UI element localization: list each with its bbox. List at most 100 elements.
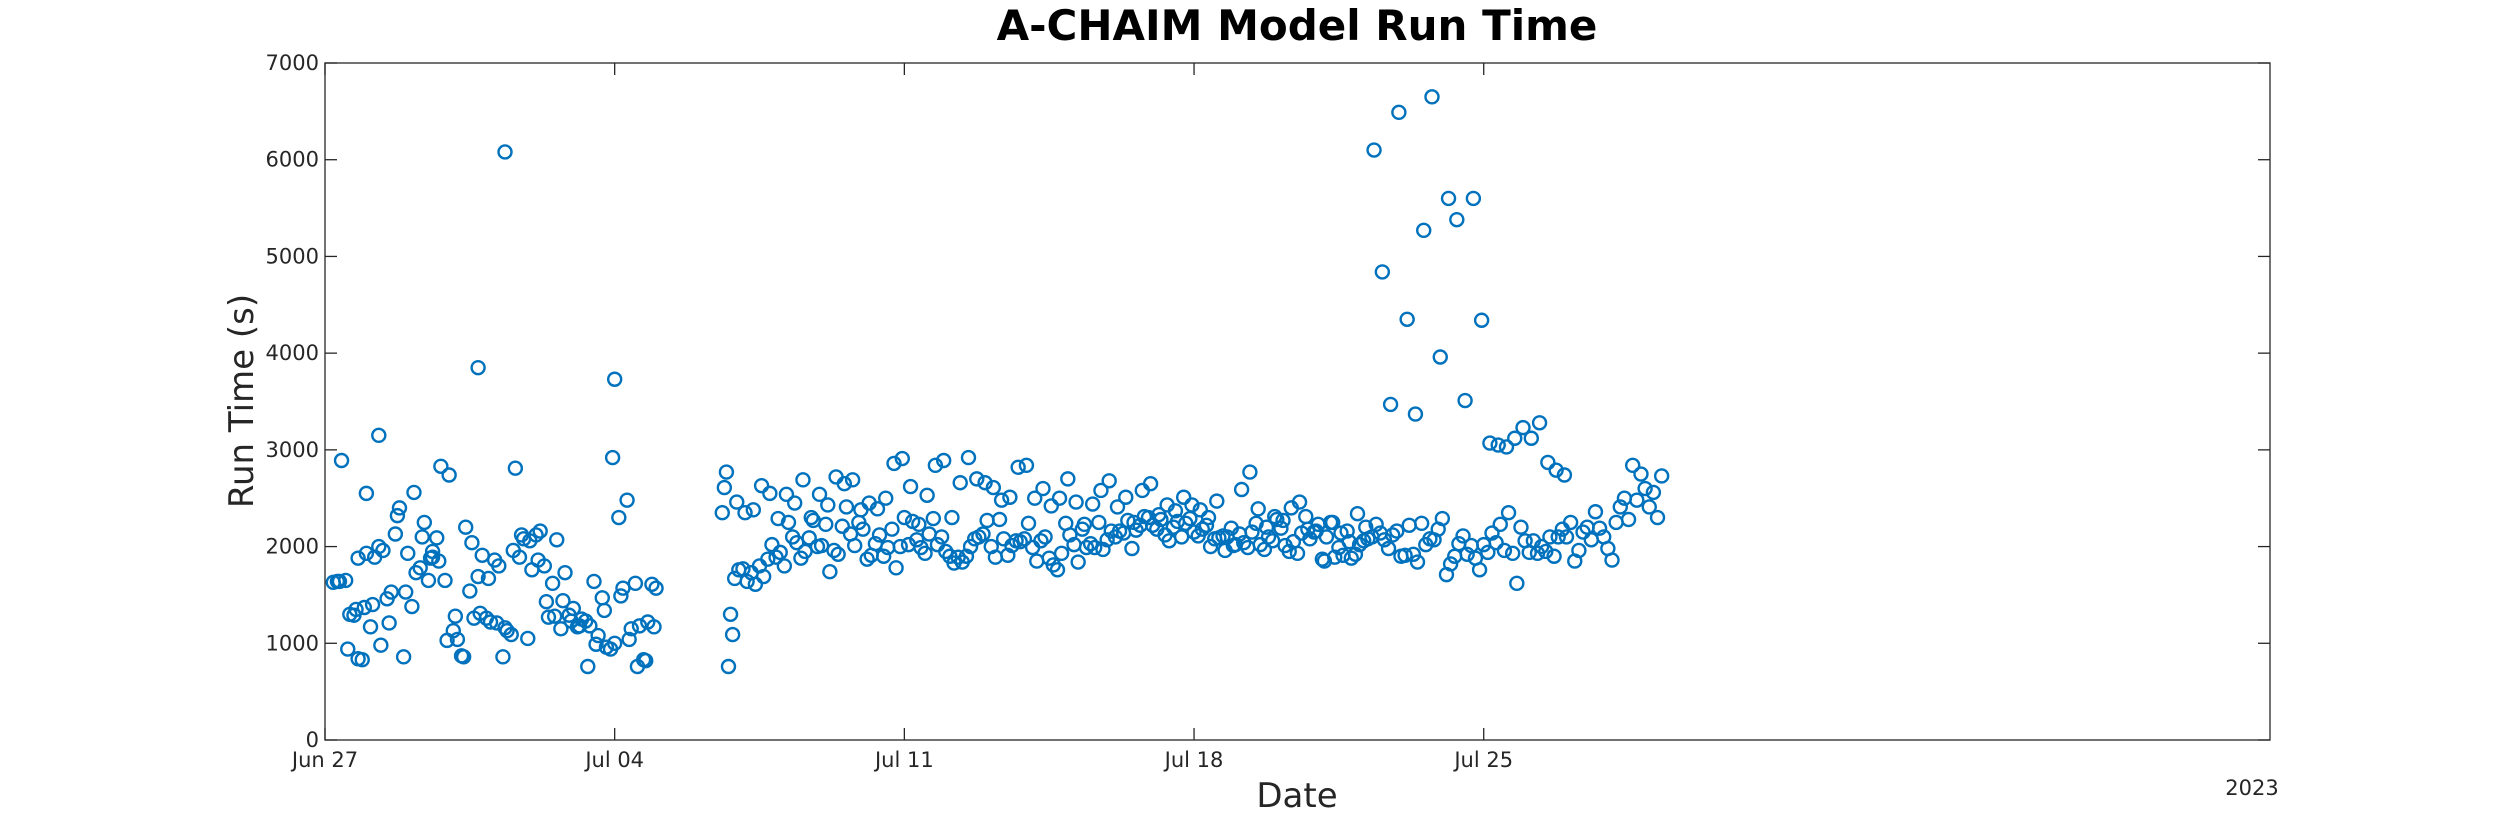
- data-point: [350, 651, 366, 667]
- data-point: [358, 545, 375, 562]
- data-point: [621, 631, 637, 648]
- data-point: [505, 542, 521, 559]
- data-point: [1515, 419, 1531, 436]
- data-point: [745, 502, 762, 518]
- data-point: [1374, 264, 1391, 280]
- data-point: [389, 507, 406, 524]
- data-point: [1049, 562, 1066, 578]
- data-point: [1084, 496, 1101, 512]
- data-point: [1053, 545, 1070, 562]
- data-point: [588, 636, 604, 652]
- data-point: [762, 485, 778, 502]
- data-point: [646, 619, 662, 635]
- data-point: [470, 568, 486, 585]
- data-point: [1000, 547, 1016, 563]
- data-point: [1397, 547, 1413, 563]
- data-point: [871, 527, 888, 543]
- data-point: [623, 621, 639, 637]
- data-point: [747, 576, 764, 592]
- data-point: [613, 588, 629, 604]
- data-point: [522, 533, 538, 549]
- data-point: [555, 593, 571, 609]
- data-point: [1496, 542, 1513, 559]
- data-point: [1109, 499, 1126, 515]
- data-point: [1099, 532, 1115, 548]
- data-point: [1546, 548, 1562, 564]
- data-point: [437, 572, 453, 589]
- data-point: [1217, 542, 1233, 559]
- data-point: [497, 620, 513, 636]
- data-point: [1093, 482, 1109, 499]
- data-point: [404, 598, 420, 615]
- data-point: [1051, 490, 1068, 506]
- data-point: [420, 572, 437, 589]
- data-point: [822, 564, 838, 580]
- data-point: [482, 614, 499, 630]
- x-tick-label: Jul 18: [1163, 748, 1224, 772]
- data-point: [1391, 104, 1407, 121]
- data-point: [1335, 547, 1351, 563]
- data-point: [495, 649, 511, 665]
- data-point: [1298, 508, 1314, 525]
- data-point: [594, 590, 610, 606]
- data-point: [474, 547, 490, 563]
- data-point: [944, 509, 960, 526]
- data-point: [1339, 523, 1355, 539]
- data-point: [462, 583, 478, 599]
- data-point: [582, 618, 598, 634]
- data-point: [470, 359, 486, 376]
- data-point: [538, 593, 555, 610]
- data-point: [1151, 506, 1167, 523]
- data-point: [333, 452, 350, 469]
- data-point: [1233, 481, 1250, 498]
- data-point: [979, 512, 995, 529]
- data-point: [896, 509, 913, 526]
- data-point: [820, 497, 836, 513]
- data-point: [1382, 396, 1399, 413]
- data-point: [1194, 521, 1211, 537]
- data-point: [993, 492, 1010, 508]
- data-point: [1484, 525, 1500, 541]
- data-point: [472, 605, 488, 622]
- data-point: [886, 455, 902, 472]
- data-point: [1416, 222, 1432, 239]
- data-point: [1513, 519, 1529, 535]
- data-point: [1087, 539, 1103, 556]
- data-point: [549, 532, 565, 548]
- data-point: [1300, 521, 1316, 537]
- data-point: [1389, 523, 1405, 539]
- data-point: [1531, 415, 1548, 431]
- data-point: [373, 637, 389, 653]
- data-point: [611, 509, 627, 526]
- data-point: [1142, 476, 1159, 492]
- data-point: [1358, 519, 1374, 535]
- data-point: [375, 542, 391, 559]
- data-point: [917, 545, 933, 562]
- data-point: [1583, 532, 1600, 548]
- data-point: [722, 606, 739, 622]
- data-point: [803, 509, 819, 526]
- data-point: [507, 460, 524, 476]
- data-point: [1078, 539, 1095, 556]
- data-point: [716, 479, 733, 496]
- data-point: [1020, 515, 1037, 532]
- data-point: [770, 510, 786, 527]
- x-axis-year-label: 2023: [2225, 776, 2278, 800]
- data-point: [1604, 552, 1620, 568]
- x-tick-label: Jul 25: [1452, 748, 1513, 772]
- data-point: [1324, 514, 1341, 531]
- data-point: [1459, 546, 1475, 563]
- data-point: [1134, 482, 1151, 499]
- data-point: [1291, 494, 1308, 510]
- data-points: [325, 89, 1670, 675]
- data-point: [1060, 471, 1076, 487]
- data-point: [1480, 544, 1496, 561]
- data-point: [847, 537, 863, 554]
- data-point: [422, 550, 439, 566]
- data-point: [1244, 524, 1260, 540]
- data-point: [489, 615, 505, 631]
- data-point: [580, 658, 596, 675]
- data-point: [391, 500, 408, 516]
- y-axis: 0 1000 2000 3000 4000 5000 6000 7000: [266, 51, 2270, 752]
